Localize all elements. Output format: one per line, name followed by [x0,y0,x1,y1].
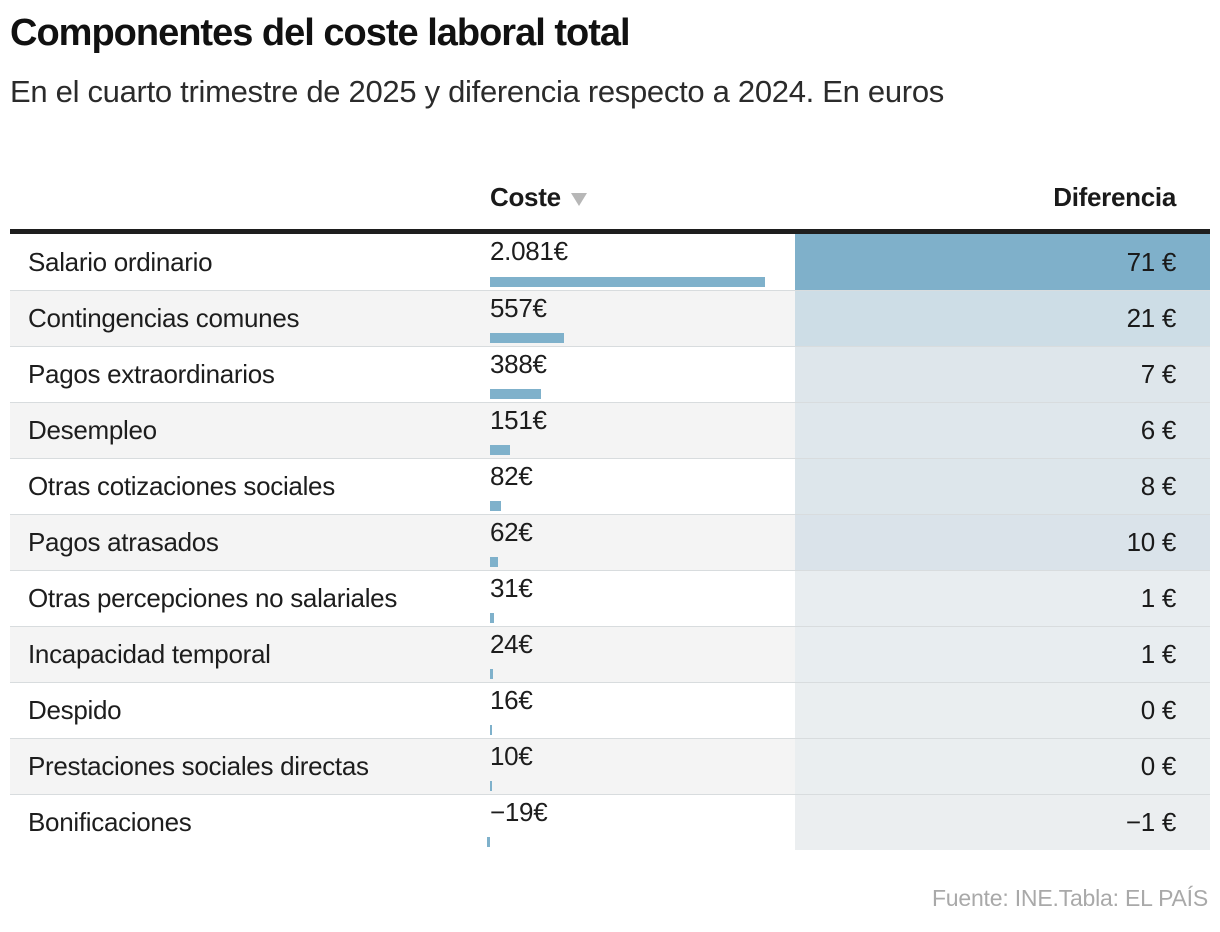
column-header-coste[interactable]: Coste [480,182,795,213]
coste-cell: 24€ [480,627,795,682]
coste-bar [490,501,501,511]
coste-cell: 10€ [480,739,795,794]
table-row: Prestaciones sociales directas 10€ 0 € [10,738,1210,794]
table-row: Otras cotizaciones sociales 82€ 8 € [10,458,1210,514]
table-row: Incapacidad temporal 24€ 1 € [10,626,1210,682]
coste-cell: 2.081€ [480,234,795,290]
row-label: Despido [28,695,122,725]
coste-value: 151€ [490,405,547,435]
table-row: Pagos atrasados 62€ 10 € [10,514,1210,570]
row-label: Incapacidad temporal [10,627,480,682]
coste-cell: −19€ [480,795,795,850]
coste-cell: 388€ [480,347,795,402]
coste-cell: 16€ [480,683,795,738]
coste-cell: 31€ [480,571,795,626]
coste-value: 10€ [490,741,533,771]
coste-value: −19€ [490,797,548,827]
coste-bar [490,277,765,287]
coste-value: 16€ [490,685,533,715]
chart-container: Componentes del coste laboral total En e… [10,0,1210,912]
coste-bar [490,557,498,567]
coste-cell: 151€ [480,403,795,458]
table-row: Otras percepciones no salariales 31€ 1 € [10,570,1210,626]
coste-bar [487,837,490,847]
sort-descending-icon [570,193,587,206]
diferencia-cell: 21 € [795,291,1210,346]
table-header-row: Coste Diferencia [10,108,1210,229]
coste-value: 2.081€ [490,236,568,266]
diferencia-cell: 10 € [795,515,1210,570]
coste-value: 62€ [490,517,533,547]
row-label: Desempleo [10,403,480,458]
chart-subtitle: En el cuarto trimestre de 2025 y diferen… [10,74,944,109]
table-row: Desempleo 151€ 6 € [10,402,1210,458]
coste-cell: 62€ [480,515,795,570]
row-label: Pagos atrasados [10,515,480,570]
table-row: Bonificaciones −19€ −1 € [10,794,1210,850]
row-label: Pagos extraordinarios [28,359,275,389]
row-label: Otras cotizaciones sociales [28,471,335,501]
source-credit: Fuente: INE.Tabla: EL PAÍS [931,885,1208,911]
chart-title: Componentes del coste laboral total [10,12,631,54]
table-row: Salario ordinario 2.081€ 71 € [10,234,1210,290]
diferencia-cell: 8 € [795,459,1210,514]
row-label: Prestaciones sociales directas [10,739,480,794]
table-row: Contingencias comunes 557€ 21 € [10,290,1210,346]
coste-bar [490,725,492,735]
coste-value: 24€ [490,629,533,659]
table-row: Pagos extraordinarios 388€ 7 € [10,346,1210,402]
diferencia-cell: 71 € [795,234,1210,290]
coste-value: 388€ [490,349,547,379]
column-header-diferencia[interactable]: Diferencia [1053,182,1176,212]
coste-cell: 557€ [480,291,795,346]
coste-bar [490,389,541,399]
diferencia-cell: 1 € [795,627,1210,682]
coste-value: 31€ [490,573,533,603]
coste-bar [490,333,564,343]
row-label: Contingencias comunes [10,291,480,346]
row-label: Bonificaciones [28,807,192,837]
row-label: Salario ordinario [28,246,213,277]
diferencia-cell: 0 € [795,739,1210,794]
coste-cell: 82€ [480,459,795,514]
coste-bar [490,445,510,455]
diferencia-cell: −1 € [795,795,1210,850]
row-label: Otras percepciones no salariales [28,583,398,613]
diferencia-cell: 1 € [795,571,1210,626]
coste-bar [490,781,492,791]
coste-bar [490,669,493,679]
diferencia-cell: 6 € [795,403,1210,458]
coste-value: 557€ [490,293,547,323]
table-row: Despido 16€ 0 € [10,682,1210,738]
diferencia-cell: 7 € [795,347,1210,402]
column-header-coste-label: Coste [490,182,561,212]
table-body: Salario ordinario 2.081€ 71 € Contingencias… [10,229,1210,850]
coste-value: 82€ [490,461,533,491]
diferencia-cell: 0 € [795,683,1210,738]
coste-bar [490,613,494,623]
